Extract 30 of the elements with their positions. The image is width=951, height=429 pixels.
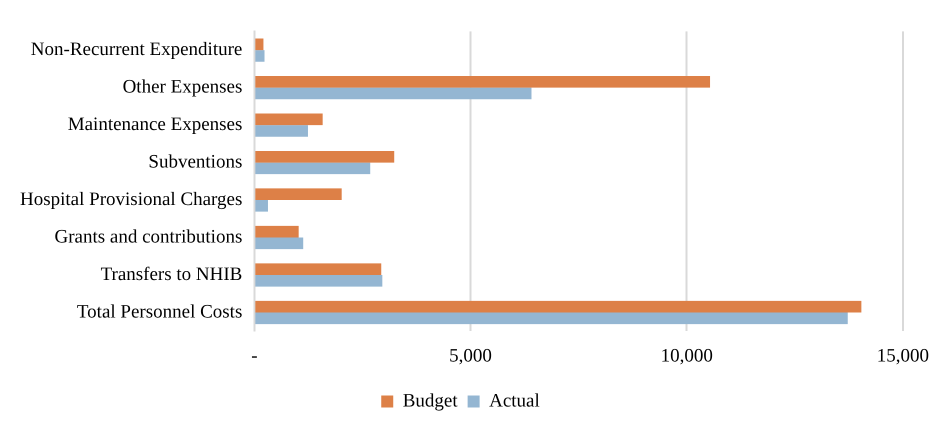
y-tick-label: Other Expenses bbox=[122, 76, 242, 98]
bar bbox=[255, 88, 532, 100]
bar bbox=[255, 76, 710, 88]
bar bbox=[255, 125, 308, 137]
x-tick-label: 10,000 bbox=[660, 346, 713, 367]
bar bbox=[255, 50, 265, 62]
bar bbox=[255, 300, 862, 312]
bar bbox=[255, 274, 382, 287]
y-tick-label: Non-Recurrent Expenditure bbox=[30, 39, 242, 60]
y-tick-label: Total Personnel Costs bbox=[76, 301, 242, 322]
y-tick-label: Grants and contributions bbox=[54, 226, 242, 248]
y-tick-label: Transfers to NHIB bbox=[100, 264, 242, 285]
y-tick-label: Subventions bbox=[148, 152, 242, 173]
y-tick-label: Hospital Provisional Charges bbox=[20, 189, 242, 210]
x-tick-label: 15,000 bbox=[876, 346, 929, 367]
bar bbox=[255, 312, 848, 324]
bar bbox=[255, 263, 382, 275]
x-tick-label: - bbox=[251, 346, 258, 367]
bar bbox=[255, 150, 394, 163]
legend-label: Actual bbox=[489, 390, 540, 412]
y-tick-label: Maintenance Expenses bbox=[68, 114, 242, 136]
x-tick-label: 5,000 bbox=[449, 346, 492, 367]
bar bbox=[255, 113, 323, 126]
bar bbox=[255, 226, 299, 238]
bar bbox=[255, 238, 304, 250]
bar bbox=[255, 38, 264, 50]
bar bbox=[255, 200, 268, 212]
bar bbox=[255, 162, 370, 174]
bar bbox=[255, 188, 342, 200]
legend-label: Budget bbox=[402, 390, 458, 412]
